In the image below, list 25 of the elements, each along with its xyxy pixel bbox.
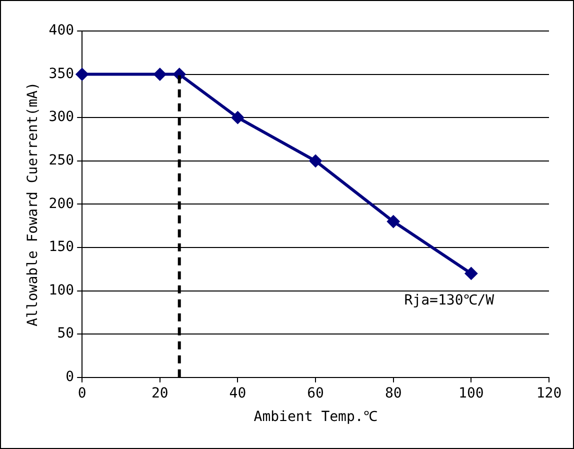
y-tick-label: 350 [48, 66, 74, 82]
x-tick-label: 60 [307, 385, 324, 402]
point [231, 111, 244, 124]
y-tick-label: 50 [57, 326, 74, 342]
x-tick-label: 120 [536, 385, 562, 402]
point [153, 68, 166, 81]
x-axis-title: Ambient Temp.℃ [254, 409, 378, 426]
y-tick-label: 0 [66, 369, 74, 386]
y-tick-label: 150 [48, 239, 74, 256]
point [76, 68, 89, 81]
y-tick-label: 300 [48, 109, 74, 126]
point [386, 215, 400, 228]
x-tick-label: 0 [78, 385, 86, 402]
point [464, 266, 478, 280]
y-tick-label: 250 [48, 152, 74, 169]
annotation: Rja=130℃/W [404, 292, 495, 309]
y-tick-label: 200 [48, 196, 74, 212]
x-tick-label: 20 [151, 385, 168, 402]
point [309, 154, 322, 168]
x-tick-label: 100 [458, 385, 484, 402]
y-tick-label: 400 [48, 22, 74, 39]
y-axis-title: Allowable Foward Cuerrent(mA) [25, 82, 42, 326]
x-tick-label: 40 [229, 385, 246, 402]
y-tick-label: 100 [48, 282, 74, 298]
x-tick-label: 80 [384, 385, 402, 402]
